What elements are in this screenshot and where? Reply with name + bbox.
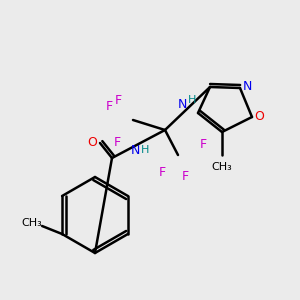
- Text: CH₃: CH₃: [22, 218, 43, 228]
- Text: F: F: [113, 136, 121, 148]
- Text: F: F: [105, 100, 112, 112]
- Text: CH₃: CH₃: [212, 162, 233, 172]
- Text: H: H: [141, 145, 149, 155]
- Text: F: F: [158, 167, 166, 179]
- Text: H: H: [188, 95, 196, 105]
- Text: F: F: [182, 170, 189, 184]
- Text: O: O: [254, 110, 264, 124]
- Text: N: N: [177, 98, 187, 112]
- Text: N: N: [130, 143, 140, 157]
- Text: F: F: [200, 139, 207, 152]
- Text: O: O: [87, 136, 97, 149]
- Text: F: F: [114, 94, 122, 107]
- Text: N: N: [242, 80, 252, 94]
